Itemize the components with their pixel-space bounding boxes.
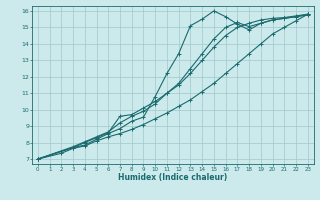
X-axis label: Humidex (Indice chaleur): Humidex (Indice chaleur) bbox=[118, 173, 228, 182]
